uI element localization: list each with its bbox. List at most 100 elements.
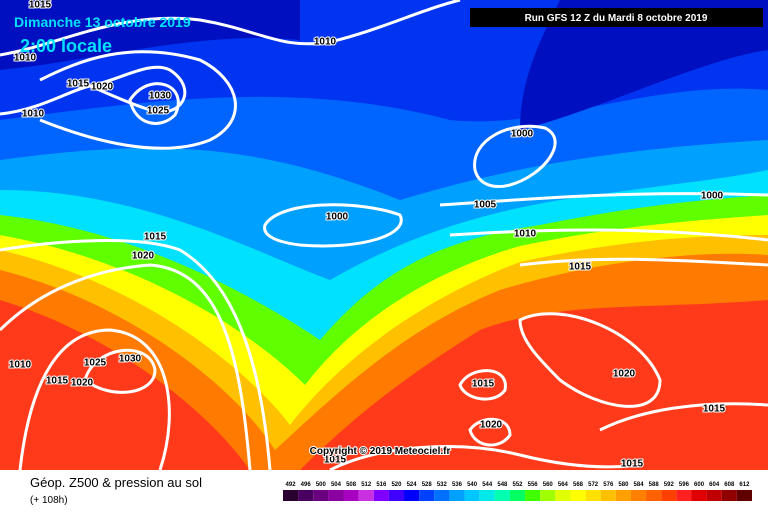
colorbar-cell	[283, 490, 299, 501]
isobar-label: 1015	[46, 376, 69, 387]
colorbar-cell	[555, 490, 571, 501]
colorbar-cell	[676, 490, 692, 501]
colorbar-cell	[540, 490, 556, 501]
date-label: Dimanche 13 octobre 2019	[14, 14, 191, 30]
isobar-label: 1015	[144, 232, 167, 243]
colorbar-label: 500	[316, 482, 327, 488]
colorbar: 492 496 500 504 508 512 516 520 524 528 532 536 540 5…	[283, 482, 752, 501]
time-label: 2:00 locale	[20, 36, 112, 56]
isobar-label: 1010	[9, 360, 32, 371]
isobar-label: 1000	[701, 191, 724, 202]
isobar-label: 1000	[511, 129, 534, 140]
colorbar-cell	[464, 490, 480, 501]
isobar-label: 1020	[613, 369, 636, 380]
colorbar-cell	[615, 490, 631, 501]
colorbar-cell	[646, 490, 662, 501]
run-box	[470, 8, 763, 27]
colorbar-label: 544	[482, 482, 493, 488]
colorbar-label: 532	[437, 482, 448, 488]
isobar-label: 1020	[480, 420, 503, 431]
isobar-label: 1005	[474, 200, 497, 211]
colorbar-label: 584	[634, 482, 645, 488]
colorbar-cell	[404, 490, 420, 501]
colorbar-label: 504	[331, 482, 342, 488]
colorbar-label: 560	[543, 482, 554, 488]
colorbar-label: 536	[452, 482, 463, 488]
colorbar-label: 556	[528, 482, 539, 488]
colorbar-cell	[449, 490, 465, 501]
run-label: Run GFS 12 Z du Mardi 8 octobre 2019	[525, 13, 708, 24]
colorbar-label: 512	[361, 482, 372, 488]
colorbar-label: 564	[558, 482, 569, 488]
colorbar-cell	[630, 490, 647, 501]
isobar-labels: 1015 1010 1015 1020 1030 1025 1010 1010 …	[8, 0, 727, 471]
colorbar-label: 528	[422, 482, 433, 488]
isobar-label: 1015	[67, 79, 90, 90]
isobar-label: 1015	[703, 404, 726, 415]
colorbar-label: 580	[618, 482, 629, 488]
colorbar-label: 596	[679, 482, 690, 488]
colorbar-cell	[298, 490, 314, 501]
colorbar-label: 508	[346, 482, 357, 488]
colorbar-cell	[373, 490, 389, 501]
colorbar-cell	[343, 490, 359, 501]
isobar-label: 1020	[71, 378, 94, 389]
colorbar-label: 568	[573, 482, 584, 488]
colorbar-cell	[570, 490, 586, 501]
colorbar-label: 588	[649, 482, 660, 488]
colorbar-label: 492	[286, 482, 297, 488]
isobar-label: 1010	[314, 37, 337, 48]
colorbar-label: 600	[694, 482, 705, 488]
colorbar-label: 604	[709, 482, 720, 488]
colorbar-cell	[600, 490, 616, 501]
copyright: Copyright © 2019 Meteociel.fr	[310, 446, 451, 457]
map-background	[0, 0, 768, 470]
colorbar-cell	[434, 490, 450, 501]
footer-title: Géop. Z500 & pression au sol	[30, 475, 202, 490]
isobar-label: 1030	[119, 354, 142, 365]
colorbar-label: 524	[407, 482, 418, 488]
colorbar-label: 608	[724, 482, 735, 488]
colorbar-cell	[509, 490, 526, 501]
colorbar-label: 496	[301, 482, 312, 488]
isobar-label: 1010	[514, 229, 537, 240]
colorbar-cell	[525, 490, 541, 501]
colorbar-cell	[585, 490, 601, 501]
isobars	[0, 0, 768, 472]
colorbar-label: 552	[512, 482, 523, 488]
colorbar-label: 592	[664, 482, 675, 488]
colorbar-label: 540	[467, 482, 478, 488]
isobar-label: 1010	[14, 53, 37, 64]
footer-lead: (+ 108h)	[30, 495, 68, 506]
isobar-label: 1025	[84, 358, 107, 369]
colorbar-cell	[358, 490, 374, 501]
isobar-label: 1010	[22, 109, 45, 120]
isobar-label: 1025	[147, 106, 170, 117]
isobar-label: 1000	[326, 212, 349, 223]
colorbar-cell	[661, 490, 677, 501]
colorbar-label: 516	[376, 482, 387, 488]
isobar-label: 1020	[91, 82, 114, 93]
colorbar-cell	[721, 490, 737, 501]
isobar-label: 1015	[324, 455, 347, 466]
colorbar-label: 576	[603, 482, 614, 488]
colorbar-cell	[313, 490, 329, 501]
colorbar-label: 572	[588, 482, 599, 488]
colorbar-cell	[494, 490, 510, 501]
isobar-label: 1030	[149, 91, 172, 102]
colorbar-label: 520	[391, 482, 402, 488]
colorbar-label: 548	[497, 482, 508, 488]
colorbar-cell	[328, 490, 344, 501]
colorbar-cell	[388, 490, 405, 501]
isobar-label: 1015	[472, 379, 495, 390]
colorbar-label: 612	[739, 482, 750, 488]
colorbar-cell	[691, 490, 707, 501]
colorbar-cell	[736, 490, 752, 501]
isobar-label: 1015	[29, 0, 52, 11]
colorbar-cell	[419, 490, 435, 501]
colorbar-cell	[706, 490, 722, 501]
isobar-label: 1015	[569, 262, 592, 273]
colorbar-cell	[479, 490, 495, 501]
